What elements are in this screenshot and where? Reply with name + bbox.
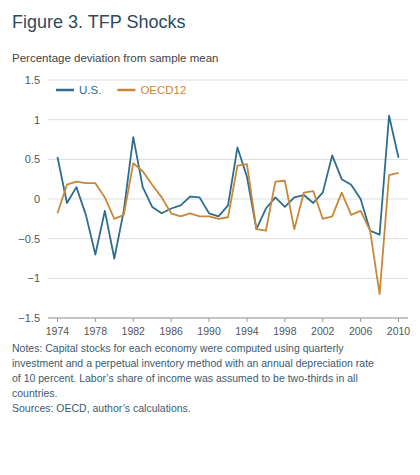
note: investment and a perpetual inventory met…	[12, 357, 374, 369]
x-tick-label: 1994	[235, 325, 259, 337]
legend-entry: U.S.	[79, 84, 101, 96]
x-tick	[322, 318, 323, 322]
y-tick-label: −1.5	[18, 312, 40, 324]
x-tick-label: 2002	[311, 325, 335, 337]
grid	[48, 80, 408, 318]
x-tick-label: 1990	[197, 325, 221, 337]
x-tick-label: 1974	[46, 325, 70, 337]
grid-line	[48, 119, 408, 120]
grid-line	[48, 159, 408, 160]
y-tick-label: −0.5	[18, 233, 40, 245]
x-tick-label: 1982	[122, 325, 146, 337]
title: Figure 3. TFP Shocks	[12, 12, 185, 32]
x-tick	[246, 318, 247, 322]
x-tick	[95, 318, 96, 322]
line	[57, 163, 398, 294]
line	[57, 116, 398, 259]
series-group	[57, 116, 398, 295]
x-tick	[284, 318, 285, 322]
note: countries.	[12, 387, 58, 399]
note: Sources: OECD, author’s calculations.	[12, 402, 191, 414]
y-tick-label: 0	[34, 193, 40, 205]
x-tick	[209, 318, 210, 322]
x-tick	[171, 318, 172, 322]
x-tick-label: 2006	[349, 325, 373, 337]
grid-line	[48, 318, 408, 319]
legend-entry: OECD12	[140, 84, 186, 96]
grid-line	[48, 238, 408, 239]
x-tick-label: 1986	[159, 325, 183, 337]
y-axis-label: Percentage deviation from sample mean	[12, 52, 218, 64]
y-tick-label: 1.5	[25, 74, 40, 86]
grid-line	[48, 199, 408, 200]
x-tick	[360, 318, 361, 322]
note: Notes: Capital stocks for each economy w…	[12, 342, 344, 354]
x-tick	[57, 318, 58, 322]
y-tick-label: 0.5	[25, 153, 40, 165]
x-tick-label: 2010	[387, 325, 411, 337]
y-tick-label: −1	[27, 272, 40, 284]
grid-line	[48, 80, 408, 81]
note: of 10 percent. Labor’s share of income w…	[12, 372, 358, 384]
x-tick-label: 1998	[273, 325, 297, 337]
x-tick	[398, 318, 399, 322]
grid-line	[48, 278, 408, 279]
x-axis-line	[48, 318, 408, 319]
chart: Figure 3. TFP Shocks Percentage deviation…	[0, 0, 420, 475]
legend-swatch	[56, 89, 74, 92]
x-tick	[133, 318, 134, 322]
y-tick-label: 1	[34, 114, 40, 126]
legend: U.S. OECD12	[56, 84, 186, 96]
x-tick-label: 1978	[84, 325, 108, 337]
legend-swatch	[117, 89, 135, 92]
